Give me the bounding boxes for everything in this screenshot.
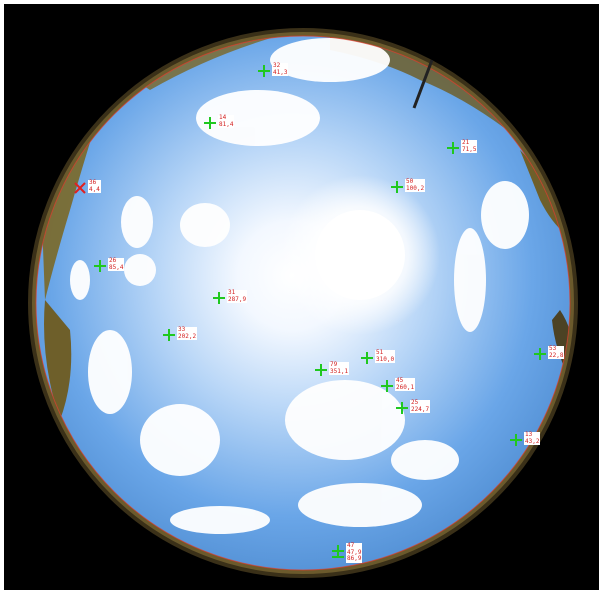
marker-label-line: 41,3: [273, 68, 288, 76]
marker-cross-21: [447, 142, 459, 154]
marker-label-line: 86,9: [347, 555, 362, 562]
marker-label-line: 47,9: [347, 548, 362, 556]
marker-label-line: 53: [549, 345, 557, 352]
marker-label-line: 50: [406, 178, 414, 185]
marker-label-line: 260,1: [396, 383, 415, 391]
marker-label-53: 53 22,8: [548, 345, 565, 359]
marker-label-line: 31: [228, 289, 236, 296]
marker-label-79: 79 351,1: [329, 361, 350, 375]
marker-label-13: 13 43,2: [524, 431, 541, 445]
marker-label-line: 45: [396, 377, 404, 384]
marker-label-line: 33: [178, 326, 186, 333]
marker-cross-47: [332, 545, 344, 558]
marker-label-line: 81,4: [219, 120, 234, 128]
marker-label-line: 287,9: [228, 295, 247, 303]
marker-cross-36: [74, 182, 86, 194]
marker-cross-79: [315, 364, 327, 376]
marker-label-line: 202,2: [178, 332, 197, 340]
marker-cross-51: [361, 352, 373, 364]
marker-label-line: 85,4: [109, 263, 124, 271]
marker-cross-31: [213, 292, 225, 304]
marker-label-line: 43,2: [525, 437, 540, 445]
marker-label-line: 100,2: [406, 184, 425, 192]
marker-label-line: 36: [89, 179, 97, 186]
marker-label-line: 310,0: [376, 355, 395, 363]
marker-label-line: 224,7: [411, 405, 430, 413]
marker-label-line: 47: [347, 542, 355, 549]
marker-label-33: 33 202,2: [177, 326, 198, 340]
marker-label-line: 51: [376, 349, 384, 356]
marker-label-line: 21: [462, 139, 470, 146]
marker-cross-14: [204, 117, 216, 129]
marker-label-36: 36 4,4: [88, 179, 101, 193]
marker-label-26: 26 85,4: [108, 257, 125, 271]
marker-label-51: 51 310,0: [375, 349, 396, 363]
marker-label-line: 25: [411, 399, 419, 406]
marker-label-50: 50 100,2: [405, 178, 426, 192]
marker-cross-50: [391, 181, 403, 193]
marker-label-line: 351,1: [330, 367, 349, 375]
marker-label-21: 21 71,5: [461, 139, 478, 153]
marker-label-14: 14 81,4: [218, 114, 235, 128]
marker-label-line: 32: [273, 62, 281, 69]
marker-label-line: 71,5: [462, 145, 477, 153]
marker-cross-32: [258, 65, 270, 77]
marker-label-line: 26: [109, 257, 117, 264]
marker-label-line: 4,4: [89, 185, 100, 193]
marker-label-47: 47 47,9 86,9: [346, 542, 363, 563]
marker-label-line: 22,8: [549, 351, 564, 359]
marker-cross-45: [381, 380, 393, 392]
marker-cross-13: [510, 434, 522, 446]
marker-label-line: 14: [219, 114, 227, 121]
marker-cross-26: [94, 260, 106, 272]
marker-label-45: 45 260,1: [395, 377, 416, 391]
marker-label-25: 25 224,7: [410, 399, 431, 413]
marker-cross-33: [163, 329, 175, 341]
marker-label-31: 31 287,9: [227, 289, 248, 303]
marker-label-32: 32 41,3: [272, 62, 289, 76]
marker-cross-53: [534, 348, 546, 360]
marker-label-line: 79: [330, 361, 338, 368]
marker-label-line: 13: [525, 431, 533, 438]
marker-cross-25: [396, 402, 408, 414]
